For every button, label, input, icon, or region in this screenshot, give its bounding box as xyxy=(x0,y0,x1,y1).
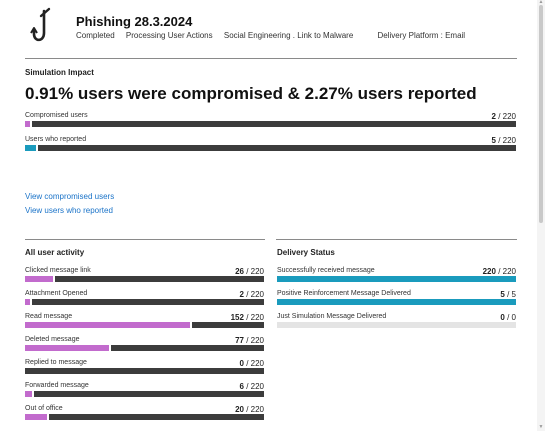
progress-bar-remainder xyxy=(25,368,264,374)
scroll-up-arrow-icon[interactable]: ▲ xyxy=(538,0,544,5)
status-text: Completed xyxy=(76,31,115,40)
metric-label: Out of office xyxy=(25,405,63,412)
metric-count: 0 / 220 xyxy=(239,359,264,368)
simulation-meta: Completed Processing User Actions Social… xyxy=(76,31,474,40)
progress-bar-remainder xyxy=(33,391,264,397)
metric-label: Deleted message xyxy=(25,336,80,343)
metric-row: Read message 152 / 220 xyxy=(25,313,264,329)
progress-bar-fill xyxy=(25,322,191,328)
scrollbar-thumb[interactable] xyxy=(539,5,543,223)
metric-label: Attachment Opened xyxy=(25,290,88,297)
progress-bar-fill xyxy=(25,121,30,127)
progress-bar xyxy=(25,276,264,282)
progress-bar xyxy=(25,299,264,305)
metric-label: Clicked message link xyxy=(25,267,91,274)
metric-row: Positive Reinforcement Message Delivered… xyxy=(277,290,516,306)
metric-count: 0 / 0 xyxy=(500,313,516,322)
progress-bar-fill xyxy=(25,414,47,420)
activity-divider xyxy=(25,239,265,240)
simulation-title: Phishing 28.3.2024 xyxy=(76,14,193,29)
view-compromised-users-link[interactable]: View compromised users xyxy=(25,192,115,201)
metric-row: Successfully received message 220 / 220 xyxy=(277,267,516,283)
metric-row: Compromised users 2 / 220 xyxy=(25,112,516,128)
progress-bar xyxy=(25,345,264,351)
progress-bar-fill xyxy=(25,276,54,282)
metric-label: Successfully received message xyxy=(277,267,375,274)
delivery-divider xyxy=(276,239,517,240)
metric-count: 5 / 5 xyxy=(500,290,516,299)
metric-count: 5 / 220 xyxy=(491,136,516,145)
progress-bar xyxy=(25,391,264,397)
phishing-hook-icon xyxy=(30,7,51,42)
all-user-activity-title: All user activity xyxy=(25,248,85,257)
delivery-platform-text: Delivery Platform : Email xyxy=(377,31,466,40)
delivery-status-title: Delivery Status xyxy=(277,248,335,257)
metric-row: Deleted message 77 / 220 xyxy=(25,336,264,352)
metric-count: 152 / 220 xyxy=(230,313,264,322)
metric-row: Out of office 20 / 220 xyxy=(25,405,264,421)
progress-bar xyxy=(25,145,516,151)
progress-bar xyxy=(25,121,516,127)
metric-count: 2 / 220 xyxy=(491,112,516,121)
progress-bar-remainder xyxy=(277,322,516,328)
progress-bar-remainder xyxy=(48,414,264,420)
progress-bar xyxy=(25,414,264,420)
progress-bar-remainder xyxy=(192,322,264,328)
metric-label: Forwarded message xyxy=(25,382,89,389)
metric-row: Attachment Opened 2 / 220 xyxy=(25,290,264,306)
metric-label: Positive Reinforcement Message Delivered xyxy=(277,290,411,297)
progress-bar-remainder xyxy=(32,299,264,305)
metric-count: 2 / 220 xyxy=(239,290,264,299)
processing-status-text: Processing User Actions xyxy=(125,31,213,40)
metric-label: Users who reported xyxy=(25,136,87,143)
view-users-who-reported-link[interactable]: View users who reported xyxy=(25,206,113,215)
progress-bar-remainder xyxy=(110,345,264,351)
progress-bar-fill xyxy=(25,345,109,351)
metric-count: 20 / 220 xyxy=(235,405,264,414)
progress-bar xyxy=(277,299,516,305)
technique-text: Social Engineering . Link to Malware xyxy=(223,31,354,40)
metric-row: Just Simulation Message Delivered 0 / 0 xyxy=(277,313,516,329)
progress-bar-fill xyxy=(25,299,30,305)
progress-bar-remainder xyxy=(32,121,516,127)
progress-bar xyxy=(25,368,264,374)
metric-count: 220 / 220 xyxy=(482,267,516,276)
metric-row: Replied to message 0 / 220 xyxy=(25,359,264,375)
scroll-down-arrow-icon[interactable]: ▼ xyxy=(538,424,544,430)
progress-bar xyxy=(25,322,264,328)
metric-row: Users who reported 5 / 220 xyxy=(25,136,516,152)
progress-bar-fill xyxy=(25,391,32,397)
simulation-impact-title: Simulation Impact xyxy=(25,68,94,77)
metric-count: 77 / 220 xyxy=(235,336,264,345)
metric-count: 26 / 220 xyxy=(235,267,264,276)
metric-label: Replied to message xyxy=(25,359,87,366)
metric-row: Clicked message link 26 / 220 xyxy=(25,267,264,283)
progress-bar-fill xyxy=(277,299,516,305)
metric-row: Forwarded message 6 / 220 xyxy=(25,382,264,398)
metric-count: 6 / 220 xyxy=(239,382,264,391)
progress-bar-fill xyxy=(277,276,516,282)
progress-bar xyxy=(277,276,516,282)
metric-label: Compromised users xyxy=(25,112,88,119)
header-divider xyxy=(25,58,517,59)
progress-bar-remainder xyxy=(38,145,516,151)
metric-label: Read message xyxy=(25,313,73,320)
metric-label: Just Simulation Message Delivered xyxy=(277,313,387,320)
progress-bar xyxy=(277,322,516,328)
impact-headline: 0.91% users were compromised & 2.27% use… xyxy=(25,84,477,103)
progress-bar-fill xyxy=(25,145,37,151)
progress-bar-remainder xyxy=(55,276,264,282)
